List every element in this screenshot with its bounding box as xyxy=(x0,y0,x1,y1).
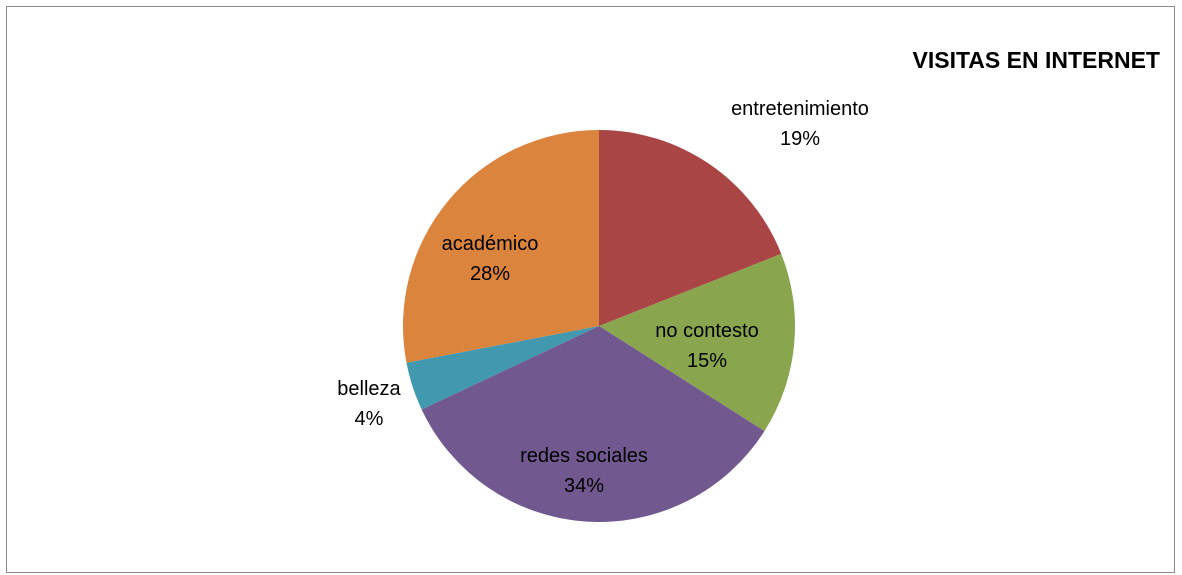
data-label-percent: 15% xyxy=(687,350,727,372)
pie-slice-académico xyxy=(402,130,599,363)
data-label-category: académico xyxy=(442,233,539,255)
data-label-category: entretenimiento xyxy=(731,98,869,120)
data-label-percent: 19% xyxy=(780,128,820,150)
data-label-category: no contesto xyxy=(655,320,758,342)
chart-title: VISITAS EN INTERNET xyxy=(912,47,1161,73)
chart-area: VISITAS EN INTERNET entretenimiento 19% no… xyxy=(6,6,1175,573)
pie-slice-entretenimiento xyxy=(599,130,782,326)
data-label-percent: 4% xyxy=(355,408,384,430)
pie-slice-redes-sociales xyxy=(421,326,765,523)
data-label-percent: 34% xyxy=(564,475,604,497)
pie-slice-belleza xyxy=(406,326,599,410)
pie-slice-no-contesto xyxy=(599,253,796,432)
data-label-percent: 28% xyxy=(470,263,510,285)
pie-chart: entretenimiento 19% no contesto 15% redes so… xyxy=(337,98,869,523)
data-label-category: redes sociales xyxy=(520,445,648,467)
data-label-category: belleza xyxy=(337,378,401,400)
